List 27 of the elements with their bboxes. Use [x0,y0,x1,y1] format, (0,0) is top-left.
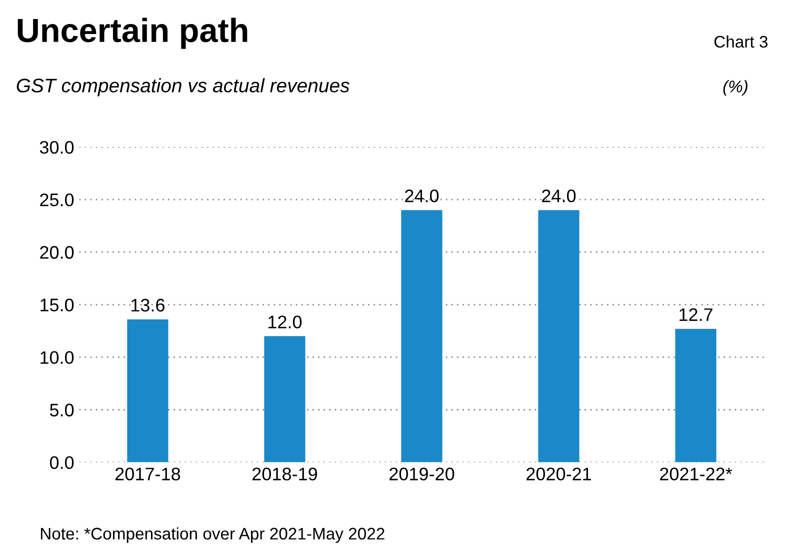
bar [675,328,716,462]
data-label: 24.0 [405,190,439,202]
bar [264,336,306,462]
y-tick-label: 0.0 [50,456,74,470]
bar [127,319,168,462]
y-tick-label: 25.0 [40,193,74,206]
x-tick-label: 2019-20 [390,468,454,480]
y-axis-title: (%) [723,80,748,96]
bar [538,210,580,462]
y-tick-label: 20.0 [40,246,74,259]
bar [401,210,442,462]
y-tick-label: 10.0 [40,351,74,364]
y-tick-label: 30.0 [40,140,74,154]
y-tick-label: 15.0 [40,298,74,312]
x-tick-label: 2021-22* [660,468,732,480]
chart-subtitle: GST compensation vs actual revenues [16,78,350,96]
x-tick-label: 2020-21 [526,468,592,480]
data-label: 13.6 [132,298,164,312]
data-label: 12.0 [268,316,302,328]
y-tick-label: 5.0 [50,404,74,416]
data-label: 24.0 [542,190,576,202]
x-tick-label: 2017-18 [115,468,180,480]
text: Note: *Compensation over Apr 2021-May 2022 [40,527,384,543]
chart-title: Uncertain path [18,18,248,49]
data-label: 12.7 [680,308,712,321]
caption: Chart 3 [714,35,768,48]
x-tick-label: 2018-19 [252,468,318,480]
